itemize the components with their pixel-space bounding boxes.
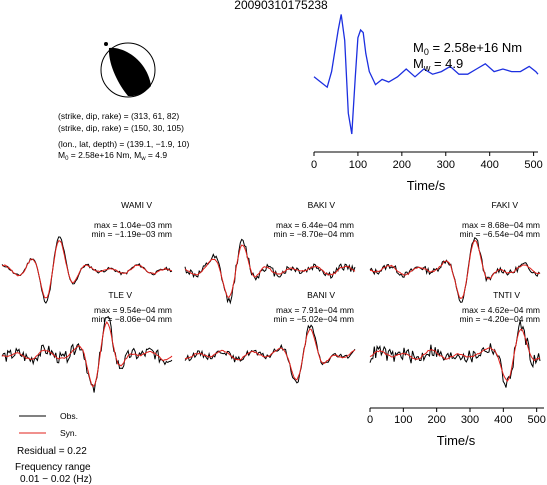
source-parameters: (strike, dip, rake) = (313, 61, 82) (str…	[58, 111, 190, 162]
observed-trace	[184, 324, 356, 384]
observed-trace	[369, 320, 541, 388]
stf-x-axis-label: Time/s	[407, 178, 446, 193]
station-max: max = 8.68e−04 mm	[462, 220, 540, 230]
station-min: min = −8.70e−04 mm	[273, 229, 354, 239]
frequency-range-values: 0.01 − 0.02 (Hz)	[20, 474, 92, 485]
stf-x-tick-label: 100	[349, 159, 367, 171]
stf-x-tick-label: 0	[311, 159, 317, 171]
station-min: min = −5.02e−04 mm	[273, 314, 354, 324]
station-max: max = 6.44e−04 mm	[276, 220, 354, 230]
wave-x-tick-label: 0	[367, 414, 373, 426]
station-max: max = 7.91e−04 mm	[276, 305, 354, 315]
stf-m0-label: M0 = 2.58e+16 Nm	[413, 40, 522, 57]
wave-x-tick-label: 200	[427, 414, 445, 426]
figure-title: 20090310175238	[234, 0, 328, 12]
station-label: BANI V	[307, 290, 335, 300]
beachball-t-axis-marker	[104, 42, 108, 46]
station-min: min = −4.20e−04 mm	[459, 314, 540, 324]
observed-trace	[1, 316, 173, 393]
station-min: min = −6.54e−04 mm	[459, 229, 540, 239]
wave-x-tick-label: 300	[461, 414, 479, 426]
stf-mw-label: Mw = 4.9	[413, 56, 463, 73]
synthetic-trace	[1, 321, 173, 388]
station-min: min = −1.19e−03 mm	[91, 229, 172, 239]
wave-x-tick-label: 500	[527, 414, 545, 426]
wave-x-axis-label: Time/s	[437, 433, 476, 448]
stf-x-ticks: 0 100 200 300 400 500	[311, 152, 543, 171]
legend-syn-label: Syn.	[60, 428, 77, 438]
station-label: FAKI V	[492, 200, 519, 210]
location-depth: (lon., lat, depth) = (139.1, −1.9, 10)	[58, 139, 190, 149]
beachball	[100, 42, 156, 98]
stf-x-tick-label: 500	[524, 159, 542, 171]
synthetic-trace	[184, 244, 356, 299]
residual-label: Residual = 0.22	[17, 446, 87, 457]
legend: Obs. Syn. Residual = 0.22 Frequency rang…	[15, 411, 92, 485]
beachball-compressional-quadrant	[108, 47, 151, 97]
synthetic-trace	[369, 239, 541, 299]
legend-obs-label: Obs.	[60, 411, 78, 421]
synthetic-trace	[1, 240, 173, 299]
station-max: max = 1.04e−03 mm	[94, 220, 172, 230]
stf-x-tick-label: 400	[481, 159, 499, 171]
station-min: min = −8.06e−04 mm	[91, 314, 172, 324]
stf-curve	[313, 14, 539, 135]
wave-x-ticks: 0 100 200 300 400 500	[367, 408, 546, 426]
synthetic-trace	[369, 328, 541, 383]
moment-magnitude-line: M0 = 2.58e+16 Nm, Mw = 4.9	[58, 150, 167, 162]
stf-x-tick-label: 300	[437, 159, 455, 171]
waveform-time-axis: 0 100 200 300 400 500 Time/s	[367, 407, 546, 448]
frequency-range-label: Frequency range	[15, 462, 91, 473]
station-label: TNTI V	[493, 290, 520, 300]
station-label: BAKI V	[308, 200, 336, 210]
station-label: WAMI V	[121, 200, 152, 210]
strike-dip-rake-1: (strike, dip, rake) = (313, 61, 82)	[58, 111, 179, 121]
wave-x-tick-label: 400	[494, 414, 512, 426]
stf-panel: M0 = 2.58e+16 Nm Mw = 4.9 0 100 200 300 400 5…	[311, 14, 543, 193]
station-max: max = 4.62e−04 mm	[462, 305, 540, 315]
station-label: TLE V	[108, 290, 132, 300]
observed-trace	[1, 236, 173, 304]
strike-dip-rake-2: (strike, dip, rake) = (150, 30, 105)	[58, 123, 184, 133]
wave-x-tick-label: 100	[394, 414, 412, 426]
stf-x-tick-label: 200	[393, 159, 411, 171]
station-max: max = 9.54e−04 mm	[94, 305, 172, 315]
synthetic-trace	[184, 328, 356, 381]
